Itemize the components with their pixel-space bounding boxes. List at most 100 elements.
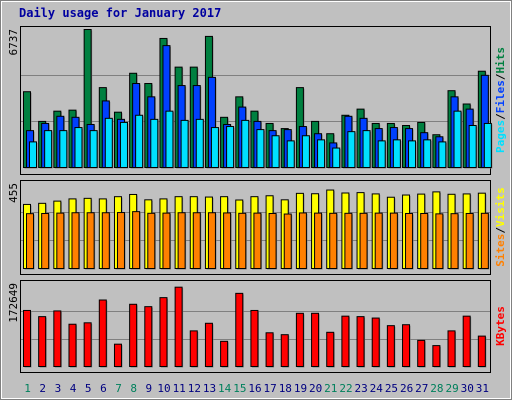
day-label-14: 14 xyxy=(218,382,232,395)
kbytes-bar-day-12 xyxy=(189,330,198,368)
kbytes-bar-day-13 xyxy=(204,322,213,367)
hits-files-pages-legend: Pages/Files/Hits xyxy=(494,47,507,153)
pages-bar-day-31 xyxy=(483,122,492,168)
kbytes-bar-day-26 xyxy=(402,324,411,368)
kbytes-bar-day-4 xyxy=(68,323,77,368)
pages-bar-day-3 xyxy=(59,130,68,168)
sites-bar-day-2 xyxy=(41,212,50,270)
sites-bar-day-3 xyxy=(56,212,65,270)
sites-bar-day-9 xyxy=(147,212,156,270)
day-label-16: 16 xyxy=(248,382,261,395)
kbytes-bar-day-28 xyxy=(432,345,441,368)
kbytes-bar-day-14 xyxy=(220,340,229,368)
sites-bar-day-23 xyxy=(359,212,368,270)
day-label-5: 5 xyxy=(85,382,92,395)
day-label-24: 24 xyxy=(370,382,384,395)
sites-bar-day-19 xyxy=(298,212,307,269)
day-label-23: 23 xyxy=(355,382,368,395)
kbytes-bar-day-5 xyxy=(83,322,92,368)
pages-bar-day-27 xyxy=(423,139,432,168)
pages-bar-day-26 xyxy=(408,140,417,169)
pages-bar-day-11 xyxy=(180,119,189,168)
visits-sites-legend: Sites/Visits xyxy=(494,187,507,267)
sites-bar-day-26 xyxy=(405,212,414,270)
sites-bar-day-6 xyxy=(101,212,110,269)
kbytes-legend: KBytes xyxy=(494,306,507,346)
pages-bar-day-22 xyxy=(347,131,356,168)
day-label-27: 27 xyxy=(415,382,428,395)
sites-bar-day-28 xyxy=(435,213,444,270)
day-label-26: 26 xyxy=(400,382,413,395)
kbytes-bar-day-25 xyxy=(386,325,395,367)
day-label-31: 31 xyxy=(476,382,489,395)
pages-bar-day-19 xyxy=(301,135,310,169)
sites-bar-day-8 xyxy=(132,211,141,269)
kbytes-bar-day-7 xyxy=(113,343,122,367)
day-label-20: 20 xyxy=(309,382,322,395)
kbytes-bar-day-1 xyxy=(23,309,31,368)
pages-bar-day-18 xyxy=(286,140,295,169)
sites-bar-day-4 xyxy=(71,212,80,269)
kbytes-bar-day-29 xyxy=(447,330,456,368)
kbytes-bar-day-16 xyxy=(250,309,259,368)
day-label-11: 11 xyxy=(173,382,186,395)
kbytes-ymax-label: 172649 xyxy=(7,283,20,323)
files-legend-label: Files xyxy=(494,80,507,113)
kbytes-bar-day-8 xyxy=(129,303,138,367)
kbytes-bar-day-17 xyxy=(265,332,274,368)
sites-bar-day-11 xyxy=(177,212,186,269)
pages-bar-day-9 xyxy=(150,118,159,168)
pages-bar-day-17 xyxy=(271,135,280,169)
day-label-19: 19 xyxy=(294,382,307,395)
pages-bar-day-25 xyxy=(392,139,401,168)
day-axis-labels: 1 2 3 4 5 6 7 8 9 10 11 12 13 14 15 16 17 18 19 20 21 22 23 24 2… xyxy=(24,382,489,395)
visits-sites-panel: 455 Sites/Visits xyxy=(7,180,507,275)
day-label-1: 1 xyxy=(24,382,31,395)
legend-separator: / xyxy=(494,113,507,120)
pages-bar-day-13 xyxy=(210,127,219,168)
day-label-2: 2 xyxy=(39,382,46,395)
kbytes-bar-day-2 xyxy=(38,316,47,368)
pages-bar-day-29 xyxy=(453,110,462,168)
day-label-8: 8 xyxy=(130,382,137,395)
sites-bar-day-22 xyxy=(344,212,353,270)
day-label-10: 10 xyxy=(157,382,170,395)
kbytes-legend-label: KBytes xyxy=(494,306,507,346)
sites-bar-day-30 xyxy=(465,212,474,270)
day-label-15: 15 xyxy=(233,382,246,395)
legend-separator: / xyxy=(494,73,507,80)
kbytes-bar-day-19 xyxy=(295,312,304,367)
sites-bar-day-24 xyxy=(374,212,383,270)
pages-bar-day-23 xyxy=(362,130,371,168)
kbytes-panel: 172649 KBytes xyxy=(7,280,507,373)
pages-bar-day-1 xyxy=(29,141,37,168)
visits-sites-ymax-label: 455 xyxy=(7,183,20,203)
pages-legend-label: Pages xyxy=(494,120,507,153)
kbytes-bar-day-20 xyxy=(311,312,320,367)
sites-bar-day-27 xyxy=(420,212,429,270)
pages-bar-day-6 xyxy=(104,117,113,168)
pages-bar-day-24 xyxy=(377,140,386,169)
pages-bar-day-8 xyxy=(135,114,144,168)
day-label-22: 22 xyxy=(339,382,352,395)
sites-bar-day-20 xyxy=(314,212,323,270)
pages-bar-day-7 xyxy=(119,121,128,168)
kbytes-bar-day-18 xyxy=(280,334,289,368)
sites-legend-label: Sites xyxy=(494,234,507,267)
pages-bar-day-16 xyxy=(256,129,265,169)
hits-files-pages-ymax-label: 6737 xyxy=(7,29,20,56)
pages-bar-day-5 xyxy=(89,130,98,168)
kbytes-bar-day-3 xyxy=(53,310,62,367)
visits-legend-label: Visits xyxy=(494,187,507,227)
day-label-4: 4 xyxy=(70,382,77,395)
kbytes-bar-day-9 xyxy=(144,306,153,367)
day-label-6: 6 xyxy=(100,382,107,395)
pages-bar-day-4 xyxy=(74,127,83,168)
sites-bar-day-18 xyxy=(283,213,292,270)
kbytes-bar-day-6 xyxy=(98,299,107,367)
pages-bar-day-12 xyxy=(195,118,204,168)
sites-bar-day-13 xyxy=(207,212,216,269)
kbytes-bar-day-22 xyxy=(341,315,350,368)
